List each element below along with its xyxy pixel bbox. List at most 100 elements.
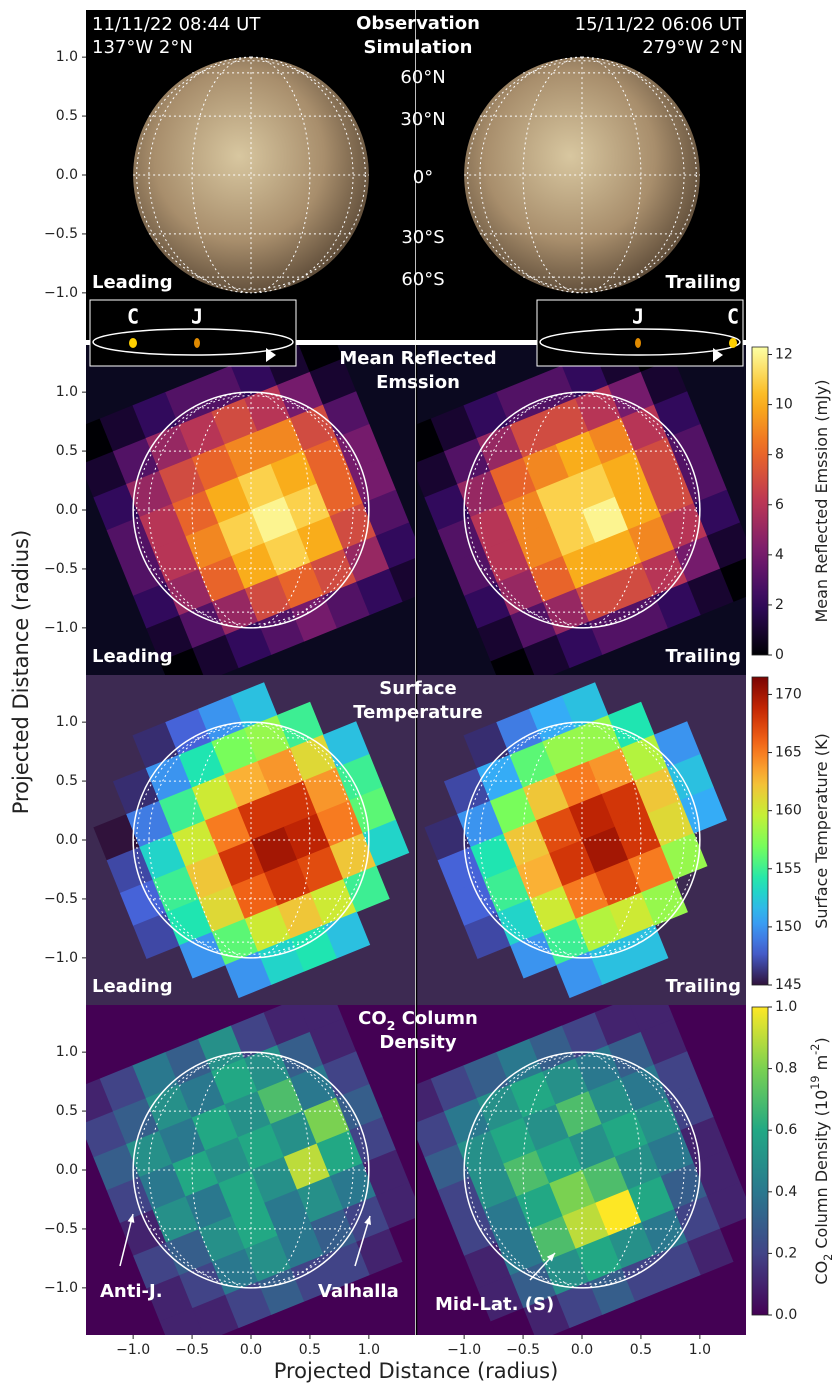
heatmap-cell	[224, 1091, 272, 1138]
heatmap-cell	[549, 839, 596, 887]
heatmap-cell	[192, 1294, 240, 1335]
orbit-body	[129, 338, 137, 348]
heatmap-cell	[693, 489, 741, 537]
heatmap-cell	[588, 417, 635, 465]
heatmap-cell	[165, 899, 213, 946]
heatmap-cell	[535, 1137, 583, 1184]
heatmap-cell	[674, 535, 721, 583]
heatmap-cell	[316, 800, 364, 847]
text-part: Column Density (10	[812, 1090, 831, 1254]
heatmap-cell	[264, 1189, 311, 1237]
panel-label: Leading	[92, 646, 173, 667]
meridian-line	[581, 56, 685, 294]
meridian-line	[148, 721, 252, 959]
heatmap-cell	[628, 516, 675, 563]
x-axis-label: Projected Distance (radius)	[274, 1359, 559, 1383]
heatmap-cell	[225, 951, 272, 999]
heatmap-cell	[336, 754, 383, 801]
text-part: CO	[358, 1008, 387, 1029]
meridian-line	[250, 391, 311, 629]
colorbar-tick-label: 1.0	[775, 999, 797, 1015]
heatmap-cell	[362, 819, 410, 867]
heatmap-cell	[601, 780, 649, 828]
y-tick-label: −1.0	[44, 285, 78, 301]
row-title: Simulation	[364, 37, 473, 58]
heatmap-cell	[211, 728, 258, 775]
row-title: Surface	[379, 678, 457, 699]
meridian-line	[479, 56, 583, 294]
heatmap-cell	[310, 878, 357, 926]
heatmap-cell	[542, 588, 590, 636]
heatmap-cell	[490, 1307, 538, 1335]
colorbar-tick-label: 155	[775, 861, 802, 877]
orbit-body-label: C	[127, 305, 139, 329]
heatmap-cell	[640, 358, 688, 406]
heatmap-cell	[621, 1254, 669, 1302]
grid-limb	[467, 60, 697, 290]
colorbar-tick-label: 0	[775, 647, 784, 663]
heatmap-cell	[86, 451, 127, 498]
meridian-line	[191, 56, 252, 294]
heatmap-cell	[159, 1307, 207, 1335]
heatmap-cell	[270, 450, 318, 498]
heatmap-cell	[112, 767, 160, 815]
grid-limb	[467, 1055, 697, 1285]
heatmap-cell	[257, 1077, 304, 1125]
heatmap-cell	[277, 1222, 325, 1269]
heatmap-cell	[336, 424, 383, 471]
heatmap-cell	[608, 562, 656, 609]
panel	[86, 345, 415, 675]
heatmap-cell	[192, 634, 240, 675]
heatmap-cell	[362, 489, 410, 537]
heatmap-cell	[277, 562, 325, 609]
heatmap-cell	[211, 588, 259, 636]
orbit-body-label: C	[727, 305, 739, 329]
heatmap-cell	[608, 1222, 656, 1269]
x-tick-label: −0.5	[175, 1342, 209, 1358]
heatmap-cell	[582, 496, 629, 544]
sub-observer-point: 279°W 2°N	[642, 37, 743, 58]
annotation: Mid-Lat. (S)	[435, 1294, 554, 1315]
heatmap-cell	[634, 1097, 681, 1144]
heatmap-cell	[582, 826, 629, 874]
heatmap-cell	[595, 1189, 642, 1237]
heatmap-cell	[562, 872, 610, 920]
annotation-arrow	[354, 1215, 371, 1267]
heatmap-cell	[529, 1025, 576, 1073]
heatmap-cell	[476, 754, 524, 802]
text-part: Column	[395, 1008, 477, 1029]
heatmap-cell	[276, 1031, 324, 1079]
heatmap-cell	[283, 813, 331, 861]
y-tick-label: −0.5	[44, 1221, 78, 1237]
text-part: )	[812, 1037, 831, 1043]
text-part: Temperature	[353, 702, 482, 723]
heatmap-cell	[510, 1261, 557, 1309]
heatmap-cell	[496, 569, 544, 616]
heatmap-cell	[106, 516, 154, 564]
heatmap-cell	[310, 548, 357, 596]
text-part: Mean Reflected Emssion (mJy)	[812, 379, 831, 622]
heatmap-cell	[165, 378, 212, 426]
grid-limb	[467, 395, 697, 625]
heatmap-cell	[178, 741, 226, 789]
heatmap-cell	[211, 1058, 258, 1105]
heatmap-cell	[535, 477, 583, 524]
heatmap-cell	[309, 358, 357, 406]
heatmap-cell	[424, 1143, 472, 1191]
heatmap-cell	[356, 568, 403, 616]
heatmap-cell	[257, 747, 304, 795]
heatmap-cell	[244, 575, 292, 623]
heatmap-cell	[375, 522, 415, 570]
y-tick-label: 0.5	[56, 108, 78, 124]
heatmap-cell	[198, 1025, 245, 1073]
heatmap-cell	[179, 931, 226, 979]
heatmap-cell	[257, 417, 304, 465]
heatmap-cell	[290, 924, 338, 972]
heatmap-cell	[139, 1163, 187, 1211]
heatmap-cell	[503, 490, 550, 537]
heatmap-cell	[191, 444, 239, 491]
text-part: Mean Reflected	[339, 348, 496, 369]
meridian-line	[522, 1051, 583, 1289]
grid-limb	[467, 725, 697, 955]
text-part: 2	[822, 1254, 835, 1261]
